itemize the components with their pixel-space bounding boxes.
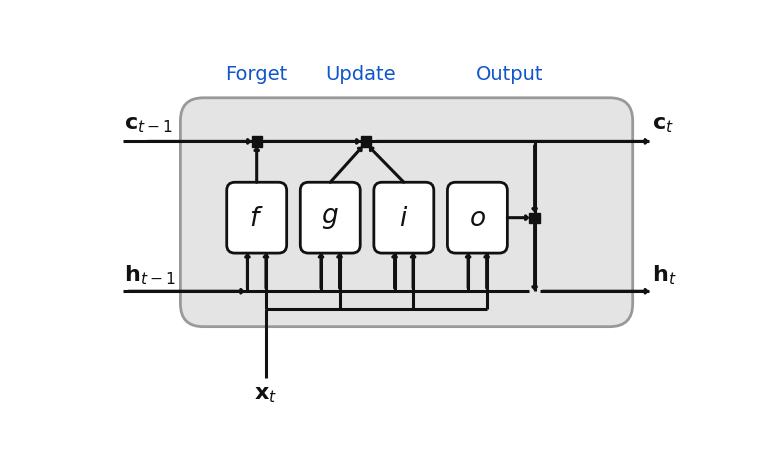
Text: $\mathbf{x}_t$: $\mathbf{x}_t$	[255, 384, 277, 404]
Text: $i$: $i$	[399, 206, 408, 231]
Bar	[530, 213, 540, 224]
FancyBboxPatch shape	[300, 183, 361, 253]
Text: Output: Output	[476, 65, 543, 84]
Text: $\mathbf{h}_{t-1}$: $\mathbf{h}_{t-1}$	[124, 263, 176, 286]
Text: $f$: $f$	[249, 206, 264, 231]
FancyBboxPatch shape	[448, 183, 507, 253]
Text: Forget: Forget	[225, 65, 288, 84]
Text: $\mathbf{c}_t$: $\mathbf{c}_t$	[652, 115, 674, 135]
Text: $\mathbf{h}_t$: $\mathbf{h}_t$	[652, 263, 676, 286]
Bar	[361, 137, 371, 147]
Text: $g$: $g$	[321, 206, 339, 231]
FancyBboxPatch shape	[374, 183, 434, 253]
Text: Update: Update	[325, 65, 395, 84]
FancyBboxPatch shape	[227, 183, 286, 253]
Text: $\mathbf{c}_{t-1}$: $\mathbf{c}_{t-1}$	[124, 115, 173, 135]
FancyBboxPatch shape	[181, 99, 633, 327]
Text: $o$: $o$	[469, 206, 486, 231]
Bar	[252, 137, 262, 147]
